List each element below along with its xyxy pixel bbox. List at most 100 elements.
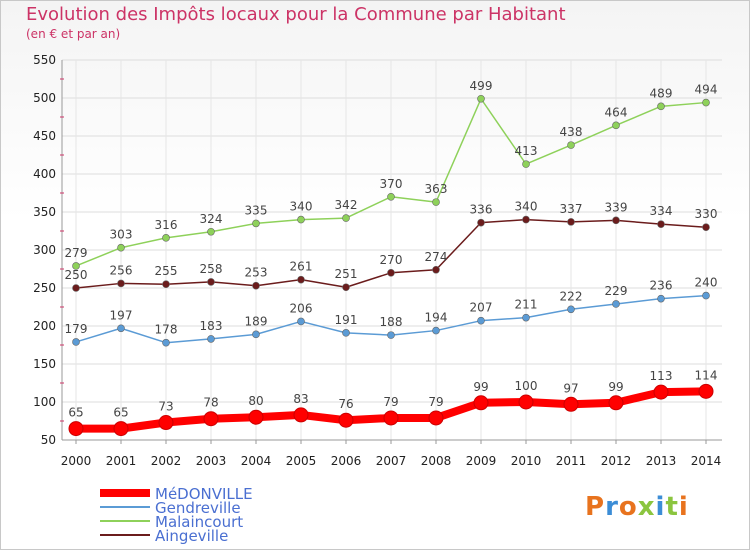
- data-label: 256: [110, 263, 133, 277]
- data-point: [477, 94, 485, 103]
- y-tick-label: 550: [33, 53, 56, 67]
- data-label: 189: [245, 314, 268, 328]
- data-point: [252, 330, 260, 339]
- x-tick-label: 2006: [331, 454, 362, 468]
- y-tick-label: 100: [33, 395, 56, 409]
- data-point: [387, 331, 395, 339]
- data-point: [207, 278, 215, 286]
- data-point: [657, 102, 665, 111]
- legend-label: Aingeville: [155, 527, 228, 545]
- y-tick-label: 400: [33, 167, 56, 181]
- data-point: [477, 218, 485, 227]
- data-label: 335: [245, 203, 268, 217]
- data-label: 342: [335, 198, 358, 212]
- data-point: [567, 218, 575, 226]
- y-tick-label: 450: [33, 129, 56, 143]
- data-point: [117, 279, 125, 288]
- x-tick-label: 2012: [601, 454, 632, 468]
- data-point: [522, 160, 530, 168]
- data-point: [698, 383, 714, 399]
- logo-letter: o: [618, 492, 638, 522]
- data-point: [563, 396, 579, 412]
- data-label: 179: [65, 322, 88, 336]
- data-label: 250: [65, 268, 88, 282]
- data-point: [162, 280, 170, 289]
- data-label: 100: [515, 379, 538, 393]
- data-point: [383, 410, 399, 426]
- data-label: 73: [158, 400, 173, 414]
- data-label: 113: [650, 369, 673, 383]
- data-label: 65: [113, 406, 128, 420]
- data-label: 240: [695, 276, 718, 290]
- data-point: [428, 410, 444, 426]
- data-point: [293, 407, 309, 423]
- data-point: [522, 215, 530, 224]
- data-label: 79: [428, 395, 443, 409]
- data-point: [203, 411, 219, 427]
- data-label: 229: [605, 284, 628, 298]
- x-tick-label: 2005: [286, 454, 317, 468]
- y-tick-label: 150: [33, 357, 56, 371]
- data-point: [252, 219, 260, 228]
- data-label: 316: [155, 218, 178, 232]
- data-label: 274: [425, 250, 448, 264]
- data-point: [342, 329, 350, 337]
- data-point: [477, 316, 485, 325]
- logo-letter: P: [585, 492, 606, 522]
- data-point: [608, 395, 624, 411]
- data-point: [387, 268, 395, 277]
- logo-letter: i: [655, 492, 666, 522]
- data-point: [612, 300, 620, 308]
- data-label: 494: [695, 83, 718, 97]
- x-tick-label: 2014: [691, 454, 722, 468]
- x-tick-label: 2009: [466, 454, 497, 468]
- legend-label: MéDONVILLE: [155, 485, 253, 503]
- logo-letter: x: [637, 492, 656, 522]
- x-tick-label: 2001: [106, 454, 137, 468]
- data-point: [387, 193, 395, 201]
- x-tick-label: 2000: [61, 454, 92, 468]
- data-label: 197: [110, 308, 133, 322]
- data-point: [702, 223, 710, 231]
- data-point: [207, 335, 215, 343]
- data-label: 76: [338, 397, 353, 411]
- x-tick-label: 2013: [646, 454, 677, 468]
- x-tick-label: 2008: [421, 454, 452, 468]
- data-label: 194: [425, 311, 448, 325]
- data-point: [342, 214, 350, 222]
- data-label: 330: [695, 207, 718, 221]
- data-point: [248, 409, 264, 425]
- y-tick-label: 200: [33, 319, 56, 333]
- y-tick-label: 500: [33, 91, 56, 105]
- data-label: 261: [290, 260, 313, 274]
- data-point: [567, 305, 575, 314]
- data-point: [72, 338, 80, 346]
- data-point: [297, 275, 305, 284]
- data-point: [342, 283, 350, 292]
- data-point: [432, 265, 440, 274]
- y-tick-label: 50: [41, 433, 56, 447]
- data-point: [612, 216, 620, 225]
- data-label: 222: [560, 289, 583, 303]
- x-tick-label: 2004: [241, 454, 272, 468]
- data-label: 499: [470, 79, 493, 93]
- data-label: 80: [248, 394, 263, 408]
- data-point: [297, 317, 305, 326]
- data-point: [612, 121, 620, 130]
- data-point: [158, 415, 174, 431]
- x-tick-label: 2002: [151, 454, 182, 468]
- data-label: 279: [65, 246, 88, 260]
- data-label: 99: [473, 380, 488, 394]
- data-point: [567, 141, 575, 149]
- data-point: [518, 394, 534, 410]
- data-point: [72, 284, 80, 292]
- y-tick-label: 350: [33, 205, 56, 219]
- data-label: 438: [560, 125, 583, 139]
- data-label: 97: [563, 381, 578, 395]
- data-label: 188: [380, 315, 403, 329]
- data-point: [113, 421, 129, 437]
- data-label: 324: [200, 212, 223, 226]
- data-label: 191: [335, 313, 358, 327]
- data-label: 363: [425, 182, 448, 196]
